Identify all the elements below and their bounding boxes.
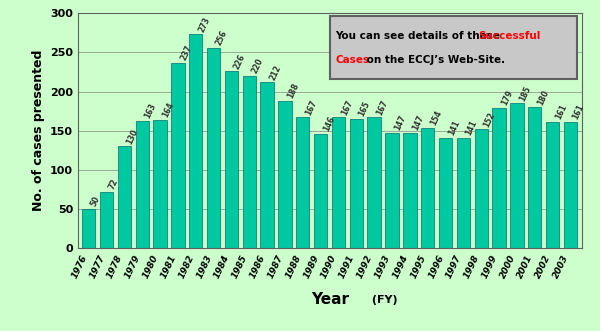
Text: 188: 188 [286,82,301,100]
Text: 141: 141 [446,119,461,137]
Bar [457,138,470,248]
Bar [475,129,488,248]
Text: 220: 220 [250,57,265,75]
Text: 167: 167 [340,98,354,117]
Bar [421,128,434,248]
Text: 161: 161 [571,103,586,121]
Bar [314,134,328,248]
Bar [225,71,238,248]
Text: 147: 147 [411,114,425,132]
Bar [385,133,398,248]
Text: 164: 164 [161,101,176,119]
Text: 256: 256 [214,29,229,47]
Text: Successful: Successful [479,31,541,41]
Text: (FY): (FY) [368,295,397,305]
Bar [367,118,381,248]
Text: 141: 141 [464,119,479,137]
Text: 167: 167 [375,98,390,117]
Bar [207,48,220,248]
Text: Cases: Cases [335,55,369,65]
Text: 163: 163 [143,102,158,120]
Text: 212: 212 [268,63,283,81]
Text: 130: 130 [125,127,140,146]
Bar [332,118,345,248]
Text: 273: 273 [197,16,212,34]
Text: 185: 185 [518,84,533,103]
Bar [171,63,185,248]
Bar [510,103,524,248]
Text: Year: Year [311,293,349,307]
Bar [260,82,274,248]
Text: 167: 167 [304,98,319,117]
Text: You can see details of these: You can see details of these [335,31,503,41]
Text: 226: 226 [232,52,247,71]
Bar [528,107,541,248]
Text: 237: 237 [179,44,194,62]
Bar [189,34,202,248]
Text: 165: 165 [357,100,372,118]
Bar [242,76,256,248]
Y-axis label: No. of cases presented: No. of cases presented [32,50,44,212]
Bar [100,192,113,248]
Bar [439,138,452,248]
Text: 179: 179 [500,89,515,107]
Bar [82,209,95,248]
Text: 180: 180 [536,88,550,107]
Text: 50: 50 [89,195,102,208]
Bar [403,133,416,248]
Bar [546,122,559,248]
Bar [296,118,310,248]
Bar [118,146,131,248]
Bar [564,122,577,248]
Bar [350,119,363,248]
Text: 154: 154 [428,109,443,127]
FancyBboxPatch shape [330,16,577,79]
Bar [278,101,292,248]
Text: on the ECCJ’s Web-Site.: on the ECCJ’s Web-Site. [363,55,505,65]
Text: 161: 161 [553,103,568,121]
Text: 152: 152 [482,111,497,128]
Bar [154,120,167,248]
Text: 72: 72 [107,178,120,191]
Text: 147: 147 [393,114,408,132]
Text: 146: 146 [322,115,337,133]
Bar [136,120,149,248]
Bar [493,108,506,248]
